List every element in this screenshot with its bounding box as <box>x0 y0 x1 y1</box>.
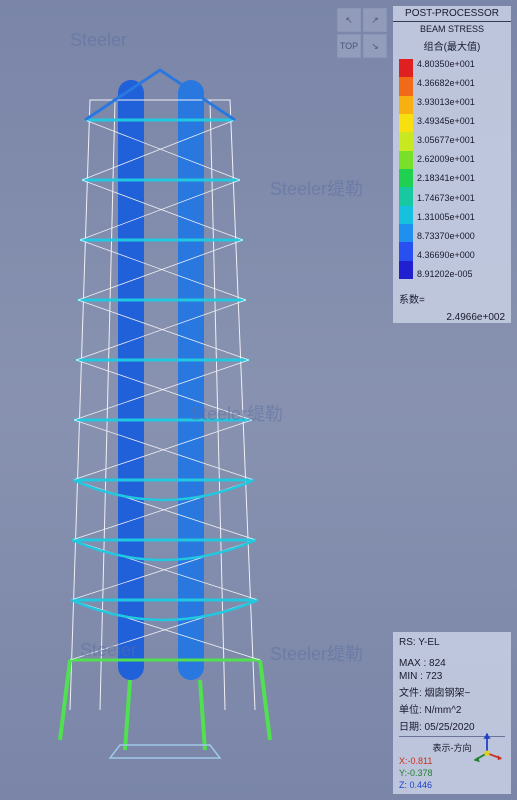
legend-color-segment <box>399 242 413 260</box>
legend-color-segment <box>399 151 413 169</box>
legend-header: POST-PROCESSOR <box>393 6 511 22</box>
arrow-ne-icon[interactable]: ↗ <box>363 8 387 32</box>
file-name: 文件: 烟囱钢架~ <box>399 683 505 700</box>
legend-color-segment <box>399 261 413 279</box>
roof <box>85 70 235 120</box>
legend-color-segment <box>399 169 413 187</box>
legend-value: 4.80350e+001 <box>417 59 475 69</box>
legend-value: 8.73370e+000 <box>417 231 475 241</box>
legend-color-segment <box>399 187 413 205</box>
legend-title: BEAM STRESS <box>393 22 511 36</box>
legs <box>60 660 270 750</box>
legend-value: 4.36682e+001 <box>417 78 475 88</box>
bracing-wire <box>70 120 260 660</box>
legend-color-segment <box>399 132 413 150</box>
legend-value: 2.18341e+001 <box>417 173 475 183</box>
legend-value: 3.49345e+001 <box>417 116 475 126</box>
outer-frame <box>70 100 255 710</box>
min-value: MIN : 723 <box>399 670 505 683</box>
direction-y: Y:-0.378 <box>399 766 505 778</box>
legend-color-segment <box>399 96 413 114</box>
legend-color-segment <box>399 224 413 242</box>
top-view-button[interactable]: TOP <box>337 34 361 58</box>
direction-z: Z: 0.446 <box>399 778 505 790</box>
result-set-label: RS: Y-EL <box>399 636 505 649</box>
legend-color-segment <box>399 59 413 77</box>
axis-triad-icon[interactable] <box>469 728 505 764</box>
arrow-se-icon[interactable]: ↘ <box>363 34 387 58</box>
arrow-nw-icon[interactable]: ↖ <box>337 8 361 32</box>
legend-value: 4.36690e+000 <box>417 250 475 260</box>
legend-panel: POST-PROCESSOR BEAM STRESS 组合(最大值) 4.803… <box>393 6 511 323</box>
view-orientation-tool[interactable]: ↖ ↗ TOP ↘ <box>337 8 387 58</box>
legend-color-bar <box>399 59 413 279</box>
legend-color-segment <box>399 206 413 224</box>
structure-model[interactable] <box>30 40 300 760</box>
legend-value: 8.91202e-005 <box>417 269 475 279</box>
legend-value: 1.74673e+001 <box>417 193 475 203</box>
legend-value-labels: 4.80350e+001 4.36682e+001 3.93013e+001 3.49… <box>413 59 475 279</box>
unit-label: 单位: N/mm^2 <box>399 700 505 717</box>
legend-value: 2.62009e+001 <box>417 154 475 164</box>
max-value: MAX : 824 <box>399 657 505 670</box>
legend-color-segment <box>399 77 413 95</box>
coefficient-label: 系数= <box>393 285 511 312</box>
legend-value: 3.93013e+001 <box>417 97 475 107</box>
legend-value: 1.31005e+001 <box>417 212 475 222</box>
viewport-3d[interactable]: Steeler Steeler缇勒 Steeler缇勒 Steeler Stee… <box>0 0 517 800</box>
legend-subtitle: 组合(最大值) <box>393 36 511 59</box>
coefficient-value: 2.4966e+002 <box>393 312 511 323</box>
status-panel: RS: Y-EL MAX : 824 MIN : 723 文件: 烟囱钢架~ 单… <box>393 632 511 794</box>
column-left <box>118 80 144 680</box>
legend-color-segment <box>399 114 413 132</box>
legend-value: 3.05677e+001 <box>417 135 475 145</box>
